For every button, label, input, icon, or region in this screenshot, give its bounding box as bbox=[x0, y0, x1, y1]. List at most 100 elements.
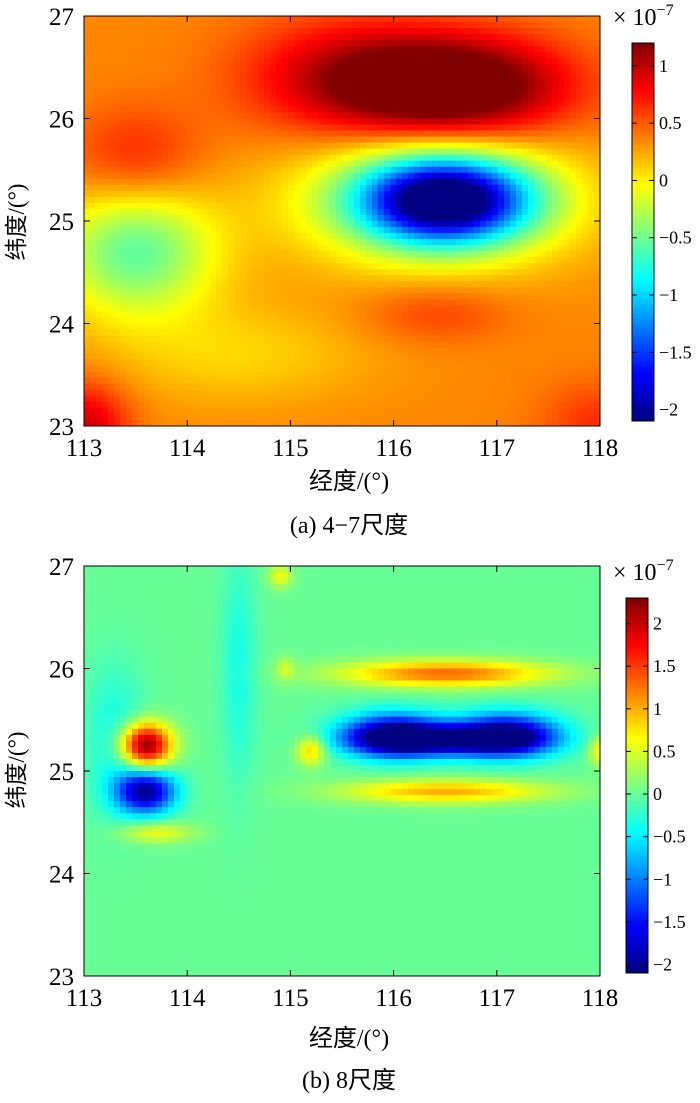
heatmap-cell bbox=[228, 22, 235, 29]
heatmap-cell bbox=[246, 22, 253, 29]
heatmap-cell bbox=[498, 34, 505, 41]
heatmap-cell bbox=[216, 305, 223, 313]
heatmap-cell bbox=[486, 154, 493, 162]
heatmap-cell bbox=[84, 214, 91, 222]
heatmap-cell bbox=[558, 245, 565, 252]
heatmap-cell bbox=[180, 293, 187, 300]
heatmap-cell bbox=[306, 287, 313, 294]
heatmap-cell bbox=[564, 34, 571, 41]
heatmap-cell bbox=[276, 76, 283, 83]
heatmap-cell bbox=[84, 154, 91, 162]
heatmap-cell bbox=[354, 154, 361, 162]
heatmap-cell bbox=[426, 112, 433, 120]
heatmap-cell bbox=[330, 40, 337, 47]
heatmap-cell bbox=[156, 341, 163, 349]
heatmap-cell bbox=[198, 239, 205, 246]
heatmap-cell bbox=[438, 202, 445, 210]
heatmap-cell bbox=[144, 208, 151, 216]
heatmap-cell bbox=[132, 154, 139, 162]
heatmap-cell bbox=[84, 275, 91, 282]
heatmap-cell bbox=[390, 329, 397, 337]
heatmap-cell bbox=[156, 112, 163, 120]
heatmap-cell bbox=[468, 178, 475, 186]
heatmap-cell bbox=[216, 335, 223, 343]
heatmap-cell bbox=[294, 347, 301, 355]
heatmap-cell bbox=[480, 28, 487, 35]
heatmap-cell bbox=[594, 112, 600, 120]
heatmap-cell bbox=[384, 227, 391, 234]
heatmap-cell bbox=[246, 28, 253, 35]
heatmap-cell bbox=[594, 214, 600, 222]
heatmap-cell bbox=[192, 40, 199, 47]
heatmap-cell bbox=[132, 142, 139, 150]
heatmap-cell bbox=[330, 136, 337, 144]
heatmap-cell bbox=[432, 275, 439, 282]
heatmap-cell bbox=[144, 82, 151, 89]
heatmap-cell bbox=[462, 172, 469, 180]
heatmap-cell bbox=[114, 22, 121, 29]
heatmap-cell bbox=[138, 251, 145, 258]
heatmap-cell bbox=[504, 130, 511, 138]
heatmap-cell bbox=[564, 124, 571, 132]
heatmap-cell bbox=[546, 208, 553, 216]
heatmap-cell bbox=[348, 341, 355, 349]
heatmap-cell bbox=[570, 106, 577, 114]
heatmap-cell bbox=[336, 202, 343, 210]
heatmap-cell bbox=[228, 263, 235, 270]
heatmap-cell bbox=[420, 130, 427, 138]
heatmap-cell bbox=[246, 112, 253, 120]
heatmap-cell bbox=[522, 293, 529, 300]
heatmap-cell bbox=[84, 82, 91, 89]
heatmap-cell bbox=[378, 58, 385, 65]
heatmap-cell bbox=[492, 166, 499, 174]
heatmap-cell bbox=[402, 347, 409, 355]
heatmap-cell bbox=[90, 221, 97, 228]
heatmap-cell bbox=[138, 76, 145, 83]
heatmap-cell bbox=[228, 118, 235, 126]
heatmap-cell bbox=[456, 239, 463, 246]
heatmap-cell bbox=[426, 178, 433, 186]
heatmap-cell bbox=[108, 233, 115, 240]
heatmap-cell bbox=[114, 214, 121, 222]
heatmap-cell bbox=[582, 100, 589, 108]
heatmap-cell bbox=[378, 178, 385, 186]
heatmap-cell bbox=[534, 196, 541, 204]
heatmap-cell bbox=[366, 347, 373, 355]
heatmap-cell bbox=[330, 160, 337, 168]
heatmap-cell bbox=[336, 46, 343, 53]
heatmap-cell bbox=[192, 305, 199, 313]
heatmap-cell bbox=[252, 335, 259, 343]
heatmap-cell bbox=[426, 269, 433, 276]
heatmap-cell bbox=[288, 245, 295, 252]
heatmap-cell bbox=[420, 353, 427, 361]
heatmap-cell bbox=[156, 251, 163, 258]
heatmap-cell bbox=[204, 106, 211, 114]
heatmap-cell bbox=[576, 305, 583, 313]
heatmap-cell bbox=[486, 124, 493, 132]
heatmap-cell bbox=[102, 305, 109, 313]
heatmap-cell bbox=[288, 178, 295, 186]
heatmap-cell bbox=[594, 28, 600, 35]
heatmap-cell bbox=[396, 178, 403, 186]
heatmap-cell bbox=[216, 118, 223, 126]
heatmap-cell bbox=[324, 323, 331, 331]
heatmap-cell bbox=[228, 142, 235, 150]
heatmap-cell bbox=[186, 70, 193, 77]
heatmap-cell bbox=[156, 190, 163, 198]
heatmap-cell bbox=[108, 88, 115, 95]
heatmap-cell bbox=[528, 317, 535, 325]
heatmap-cell bbox=[120, 172, 127, 180]
heatmap-cell bbox=[348, 112, 355, 120]
heatmap-cell bbox=[312, 299, 319, 307]
heatmap-cell bbox=[408, 190, 415, 198]
heatmap-cell bbox=[348, 251, 355, 258]
heatmap-cell bbox=[396, 64, 403, 71]
heatmap-cell bbox=[582, 305, 589, 313]
heatmap-cell bbox=[450, 293, 457, 300]
heatmap-cell bbox=[264, 136, 271, 144]
heatmap-cell bbox=[276, 359, 283, 367]
heatmap-cell bbox=[114, 311, 121, 319]
heatmap-cell bbox=[222, 184, 229, 192]
heatmap-cell bbox=[306, 281, 313, 288]
heatmap-cell bbox=[522, 299, 529, 307]
